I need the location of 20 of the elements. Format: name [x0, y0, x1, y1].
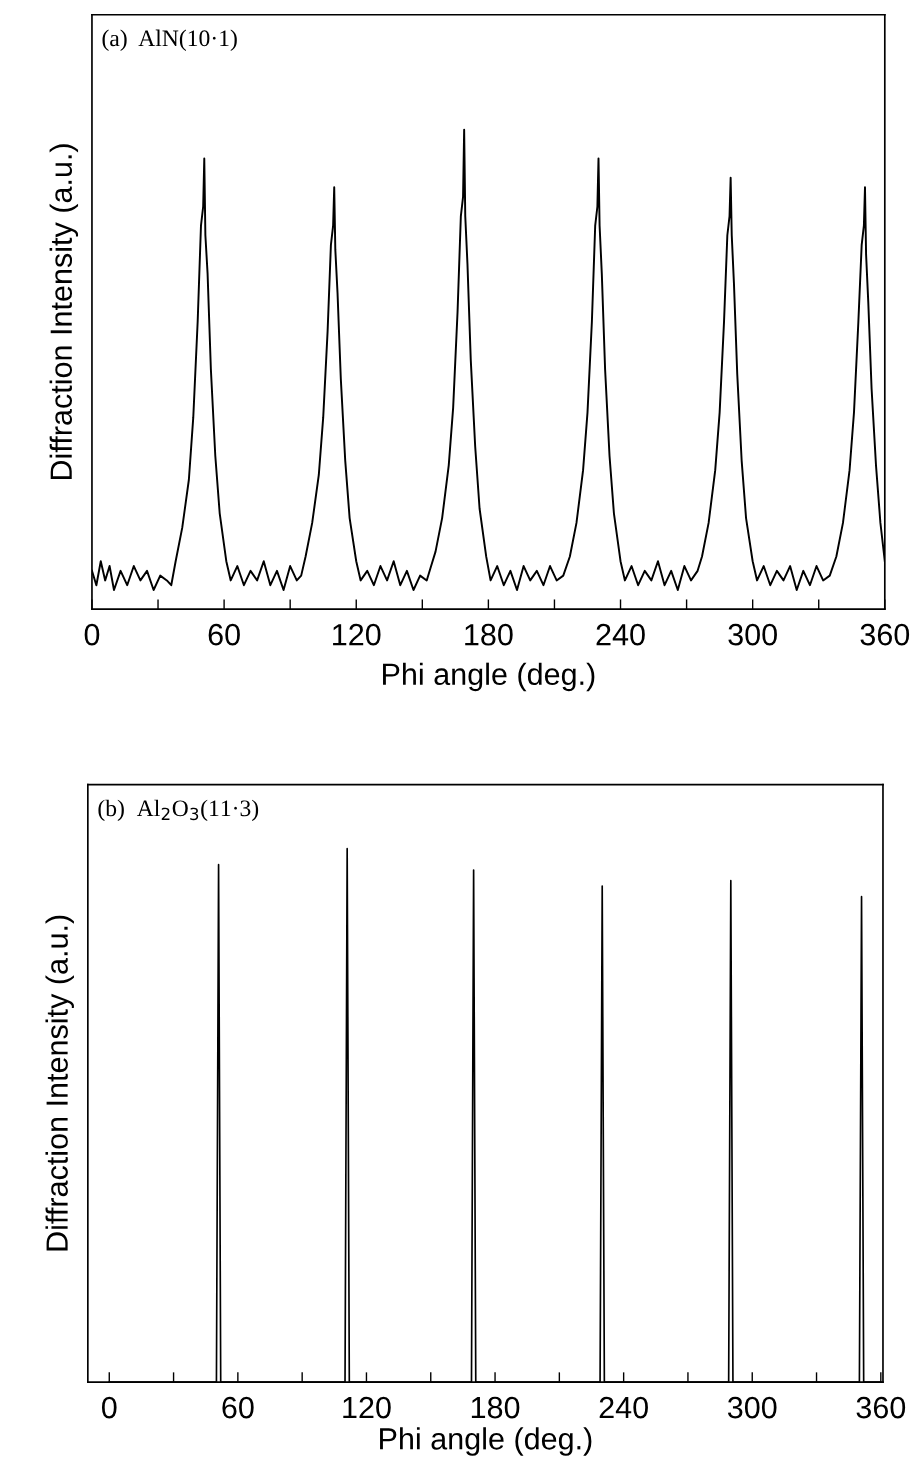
x-tick-label: 180: [471, 1396, 520, 1419]
x-tick-label: 240: [599, 1396, 648, 1419]
x-axis-title: Phi angle (deg.): [380, 1427, 592, 1456]
y-axis-title: Diffraction Intensity (a.u.): [45, 915, 74, 1251]
text: (b) Al$_{2}$O$_{3}$(11·3): [98, 799, 259, 822]
text: (a) AlN(10·1): [102, 29, 237, 52]
x-tick-label: 120: [333, 623, 381, 646]
x-tick-label: 240: [596, 623, 645, 646]
x-tick-label: 300: [728, 623, 777, 646]
x-axis-title: Phi angle (deg.): [383, 662, 595, 692]
x-tick-label: 120: [343, 1396, 391, 1419]
x-tick-label: 60: [208, 623, 240, 646]
x-tick-label: 60: [222, 1396, 254, 1419]
y-axis-title: Diffraction Intensity (a.u.): [49, 144, 79, 479]
x-tick-label: 360: [860, 623, 910, 646]
x-tick-label: 0: [84, 623, 100, 646]
x-tick-label: 300: [727, 1396, 777, 1419]
x-tick-label: 0: [101, 1396, 117, 1419]
x-tick-label: 360: [856, 1396, 906, 1419]
x-tick-label: 180: [465, 623, 513, 646]
